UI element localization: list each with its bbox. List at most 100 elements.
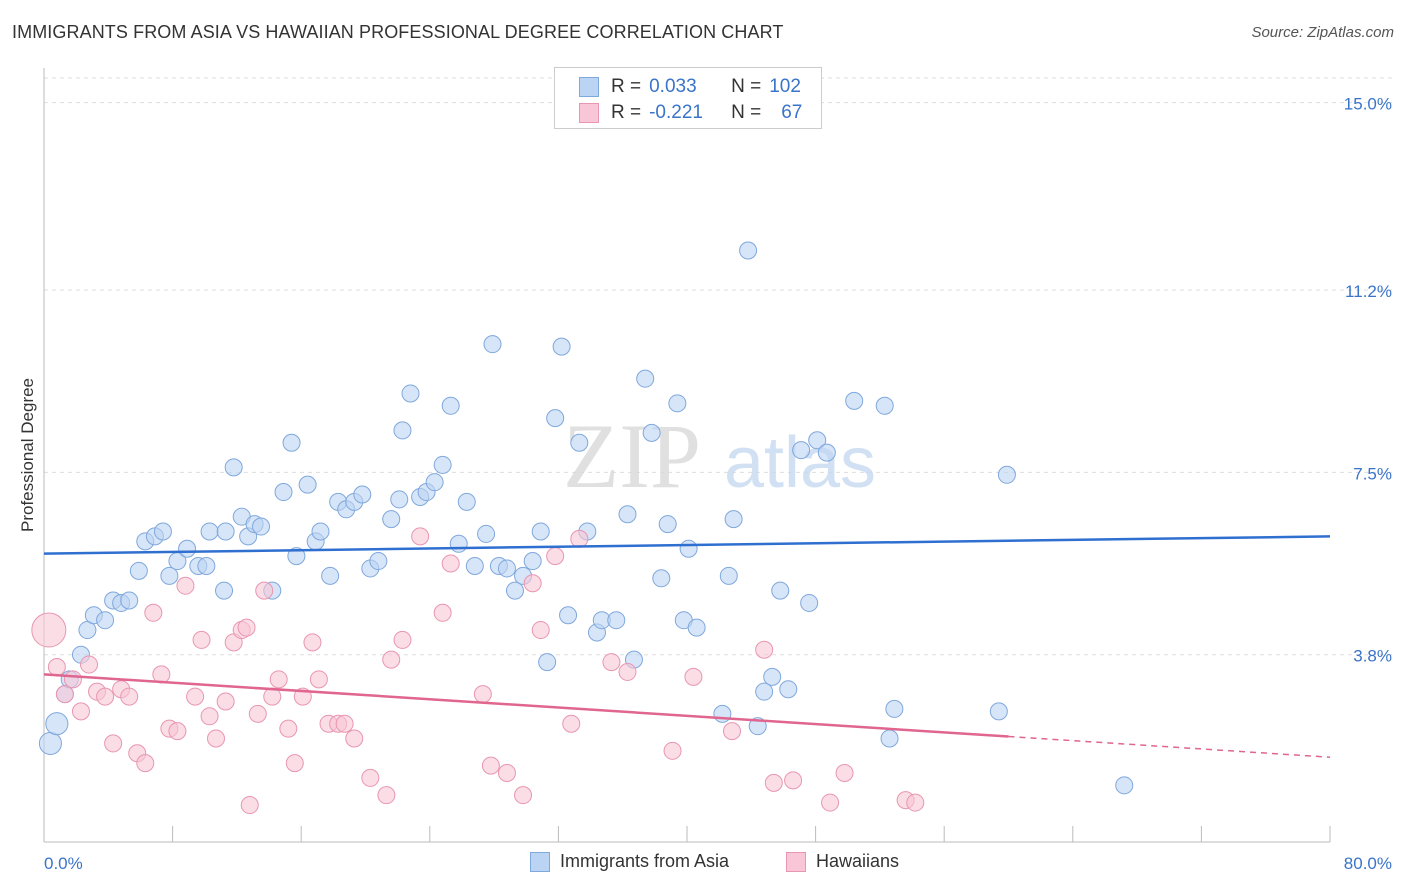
watermark-atlas: atlas	[724, 423, 876, 503]
y-tick-label: 7.5%	[1353, 464, 1392, 483]
legend-row-pink: R = -0.221 N = 67	[579, 100, 802, 126]
asia-point	[687, 618, 706, 637]
y-tick-label: 3.8%	[1353, 647, 1392, 666]
asia-point	[885, 699, 904, 718]
asia-point	[763, 667, 782, 686]
legend-label: Hawaiians	[816, 851, 900, 871]
hawaiian-point	[186, 687, 205, 706]
asia-point	[321, 566, 340, 585]
r-value: -0.221	[649, 102, 703, 123]
hawaiian-point	[377, 786, 396, 805]
asia-point	[679, 539, 698, 558]
asia-point	[129, 561, 148, 580]
hawaiian-point	[136, 754, 155, 773]
asia-point	[845, 391, 864, 410]
asia-point	[38, 731, 62, 755]
asia-point	[274, 483, 293, 502]
hawaiian-point	[80, 655, 99, 674]
hawaiian-point	[546, 547, 565, 566]
hawaiian-point	[835, 763, 854, 782]
asia-point	[449, 534, 468, 553]
legend-label: Immigrants from Asia	[560, 851, 730, 871]
hawaiian-point	[473, 685, 492, 704]
n-label: N =	[731, 76, 762, 97]
asia-point	[875, 396, 894, 415]
hawaiian-point	[303, 633, 322, 652]
asia-point	[997, 465, 1016, 484]
source-label: Source: ZipAtlas.com	[1251, 24, 1394, 41]
hawaiian-point	[755, 640, 774, 659]
asia-point	[755, 682, 774, 701]
r-label: R =	[611, 76, 642, 97]
hawaiian-point	[764, 773, 783, 792]
asia-point	[636, 369, 655, 388]
hawaiian-point	[523, 574, 542, 593]
grid-layer	[44, 77, 1392, 656]
x-tick-label: 0.0%	[44, 854, 83, 873]
watermark-zip: ZIP	[563, 405, 701, 507]
hawaiian-point	[821, 793, 840, 812]
hawaiian-point	[47, 658, 66, 677]
asia-point	[497, 559, 516, 578]
hawaiian-point	[411, 527, 430, 546]
hawaiian-point	[441, 554, 460, 573]
asia-point	[817, 443, 836, 462]
legend-swatch-pink	[579, 103, 599, 123]
hawaiian-point	[248, 704, 267, 723]
hawaiians-trend-line-extension	[1008, 735, 1331, 758]
hawaiian-point	[562, 714, 581, 733]
asia-point	[298, 475, 317, 494]
hawaiian-point	[906, 793, 925, 812]
asia-point	[792, 441, 811, 460]
asia-point	[311, 522, 330, 541]
hawaiian-point	[240, 796, 259, 815]
legend-row-blue: R = 0.033 N = 102	[579, 74, 801, 100]
asia-trend-line	[43, 535, 1331, 555]
asia-point	[531, 522, 550, 541]
y-tick-label: 15.0%	[1344, 95, 1392, 114]
asia-point	[642, 423, 661, 442]
hawaiian-point	[192, 630, 211, 649]
legend-item-hawaiians: Hawaiians	[786, 851, 899, 872]
asia-point	[658, 515, 677, 534]
n-value: 67	[781, 102, 803, 123]
hawaiian-point	[684, 667, 703, 686]
asia-point	[160, 566, 179, 585]
hawaiian-point	[481, 756, 500, 775]
asia-point	[719, 566, 738, 585]
asia-point	[457, 492, 476, 511]
hawaiian-point	[309, 670, 328, 689]
hawaiian-point	[531, 621, 550, 640]
hawaiian-point	[120, 687, 139, 706]
hawaiian-point	[602, 653, 621, 672]
asia-point	[1115, 776, 1134, 795]
hawaiian-point	[200, 707, 219, 726]
asia-point	[369, 552, 388, 571]
hawaiian-point	[784, 771, 803, 790]
asia-point	[808, 431, 827, 450]
asia-point	[353, 485, 372, 504]
asia-point	[215, 581, 234, 600]
hawaiian-point	[514, 786, 533, 805]
asia-point	[668, 394, 687, 413]
asia-point	[652, 569, 671, 588]
asia-point	[287, 547, 306, 566]
n-label: N =	[731, 102, 762, 123]
axis-layer	[43, 68, 1331, 843]
asia-point	[748, 717, 767, 736]
asia-point	[401, 384, 420, 403]
legend-item-immigrants-from-asia: Immigrants from Asia	[530, 851, 729, 872]
hawaiian-point	[207, 729, 226, 748]
hawaiian-point	[168, 722, 187, 741]
x-tick-label: 80.0%	[1344, 854, 1392, 873]
hawaiian-point	[63, 670, 82, 689]
asia-point	[546, 409, 565, 428]
n-value: 102	[769, 76, 801, 97]
hawaiian-point	[216, 692, 235, 711]
hawaiian-point	[393, 630, 412, 649]
asia-point	[441, 396, 460, 415]
watermark: ZIP atlas	[563, 405, 876, 507]
asia-point	[618, 505, 637, 524]
tick-label-layer: 3.8% 7.5% 11.2% 15.0% 0.0% 80.0%	[44, 95, 1392, 873]
